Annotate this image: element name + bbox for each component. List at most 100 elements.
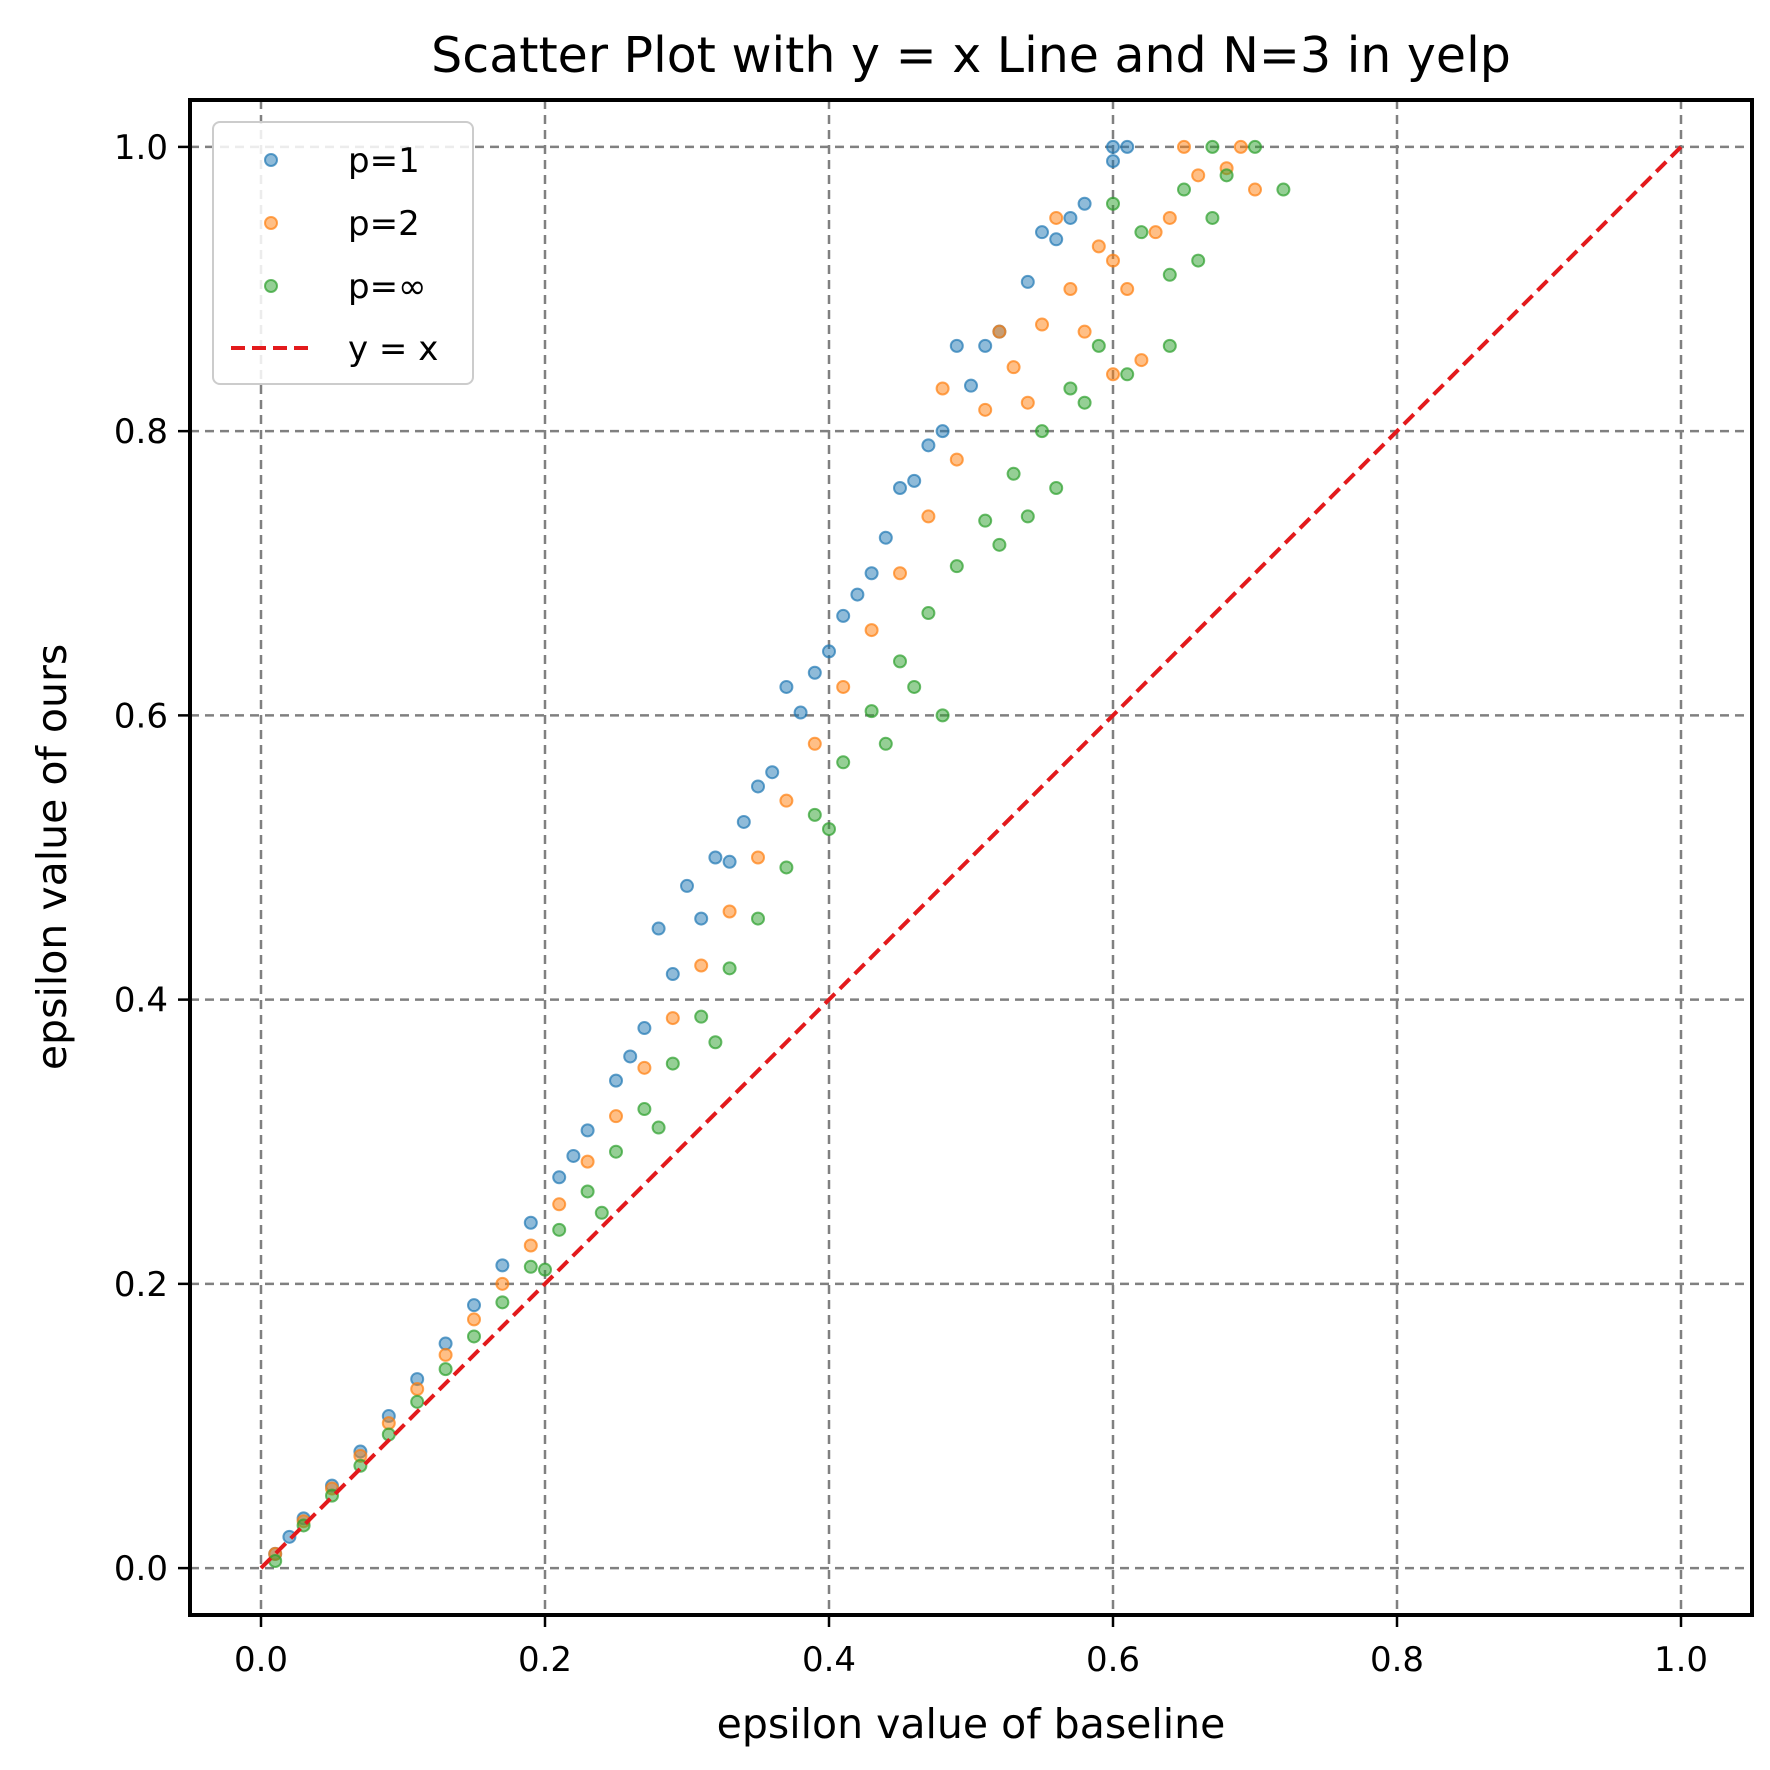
data-point — [680, 878, 694, 893]
data-point — [1020, 395, 1035, 410]
data-point — [1035, 225, 1049, 240]
data-point — [523, 1238, 538, 1253]
data-point — [1091, 338, 1106, 353]
data-point — [438, 1362, 453, 1377]
legend-marker-p2 — [264, 216, 278, 230]
data-point — [410, 1382, 425, 1397]
data-point — [850, 587, 865, 602]
data-point — [708, 1035, 723, 1050]
data-point — [1106, 253, 1120, 268]
legend-label-p1: p=1 — [348, 141, 420, 181]
data-point — [1205, 139, 1220, 154]
data-point — [580, 1154, 595, 1169]
data-point — [410, 1394, 425, 1409]
data-point — [935, 381, 950, 396]
data-point — [580, 1184, 595, 1199]
data-point — [1191, 253, 1206, 268]
data-point — [1077, 196, 1092, 211]
data-point — [807, 665, 822, 680]
data-point — [1035, 424, 1049, 439]
x-tick-label: 0.2 — [518, 1640, 572, 1680]
data-point — [1049, 232, 1064, 247]
data-point — [864, 704, 879, 719]
data-point — [665, 967, 680, 982]
legend-marker-pinf — [264, 279, 278, 293]
legend-label-yx: y = x — [348, 329, 438, 369]
data-point — [949, 559, 964, 574]
data-point — [665, 1011, 680, 1026]
data-point — [779, 860, 794, 875]
data-point — [751, 850, 765, 865]
data-point — [722, 904, 737, 919]
legend-label-p2: p=2 — [348, 204, 420, 244]
data-point — [1106, 154, 1120, 169]
data-point — [949, 338, 964, 353]
y-tick-label: 0.6 — [114, 696, 168, 736]
legend: p=1 p=2 p=∞ y = x — [212, 121, 474, 385]
data-point — [651, 921, 666, 936]
data-point — [495, 1276, 510, 1291]
data-point — [807, 736, 822, 751]
data-point — [1120, 367, 1135, 382]
data-point — [268, 1553, 283, 1568]
chart-title: Scatter Plot with y = x Line and N=3 in … — [431, 27, 1511, 84]
data-point — [495, 1258, 510, 1273]
data-point — [836, 755, 851, 770]
data-point — [921, 438, 936, 453]
y-axis-label: epsilon value of ours — [28, 644, 76, 1070]
data-point — [467, 1312, 481, 1327]
data-point — [1219, 168, 1234, 183]
x-tick-label: 0.4 — [802, 1640, 856, 1680]
x-tick-label: 0.0 — [234, 1640, 288, 1680]
series-2-points — [268, 139, 1291, 1568]
data-point — [1162, 338, 1177, 353]
data-point — [467, 1298, 481, 1313]
data-point — [1120, 139, 1135, 154]
data-point — [665, 1056, 680, 1071]
data-point — [736, 814, 751, 829]
data-point — [807, 807, 822, 822]
data-point — [467, 1329, 481, 1344]
y-tick-label: 0.0 — [114, 1549, 168, 1589]
data-point — [1077, 324, 1092, 339]
x-axis-label: epsilon value of baseline — [717, 1700, 1226, 1748]
legend-box — [212, 121, 474, 385]
series-1-points — [268, 139, 1262, 1561]
data-point — [1162, 267, 1177, 282]
data-point — [353, 1458, 368, 1473]
data-point — [1120, 282, 1135, 297]
data-point — [580, 1123, 595, 1138]
data-point — [978, 402, 993, 417]
legend-label-pinf: p=∞ — [348, 267, 426, 307]
data-point — [1106, 367, 1120, 382]
data-point — [836, 608, 851, 623]
data-point — [1063, 210, 1078, 225]
data-point — [1162, 210, 1177, 225]
data-point — [1134, 225, 1149, 240]
data-point — [694, 911, 709, 926]
grid — [190, 100, 1752, 1615]
data-point — [552, 1222, 567, 1237]
y-tick-label: 1.0 — [114, 128, 168, 168]
data-point — [1106, 196, 1120, 211]
data-point — [381, 1416, 396, 1431]
points-layer — [268, 139, 1291, 1568]
data-point — [822, 644, 836, 659]
data-point — [1020, 274, 1035, 289]
data-point — [878, 530, 893, 545]
data-point — [523, 1215, 538, 1230]
data-point — [438, 1347, 453, 1362]
data-point — [893, 654, 907, 669]
data-point — [1091, 239, 1106, 254]
data-point — [623, 1049, 638, 1064]
data-point — [722, 961, 737, 976]
data-point — [1063, 381, 1078, 396]
y-tick-label: 0.2 — [114, 1265, 168, 1305]
data-point — [566, 1148, 581, 1163]
data-point — [552, 1197, 567, 1212]
data-point — [594, 1205, 609, 1220]
data-point — [864, 623, 879, 638]
tick-layer: 0.0 0.2 0.4 0.6 0.8 1.0 0.0 0.2 0.4 0.6 0.8 1.0 — [114, 128, 1708, 1680]
data-point — [1077, 395, 1092, 410]
data-point — [495, 1295, 510, 1310]
